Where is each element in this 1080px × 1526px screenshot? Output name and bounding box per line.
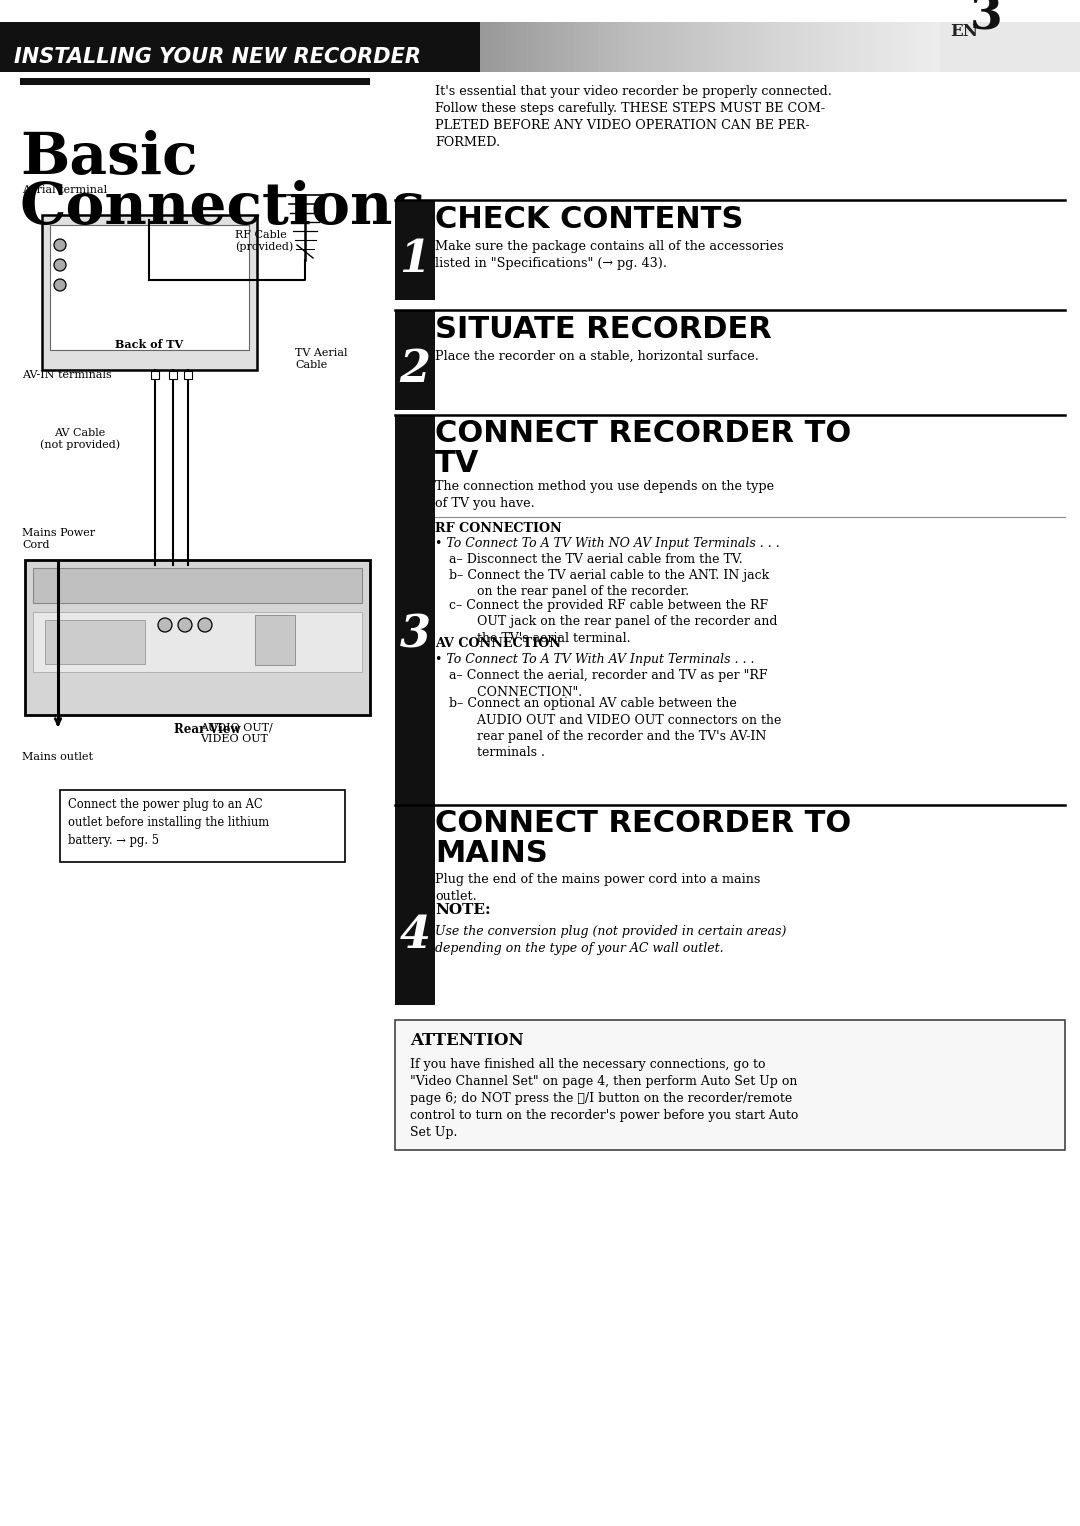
- Bar: [940, 21, 1080, 72]
- Circle shape: [198, 618, 212, 632]
- Text: EN: EN: [950, 23, 977, 40]
- Text: Connections: Connections: [21, 180, 427, 237]
- Text: It's essential that your video recorder be properly connected.
Follow these step: It's essential that your video recorder …: [435, 85, 832, 150]
- Text: AUDIO OUT/
VIDEO OUT: AUDIO OUT/ VIDEO OUT: [200, 722, 273, 745]
- Text: MAINS: MAINS: [435, 839, 548, 868]
- Text: Place the recorder on a stable, horizontal surface.: Place the recorder on a stable, horizont…: [435, 349, 759, 363]
- Bar: [184, 371, 192, 378]
- Text: ATTENTION: ATTENTION: [410, 1032, 524, 1048]
- Text: b– Connect the TV aerial cable to the ANT. IN jack
       on the rear panel of t: b– Connect the TV aerial cable to the AN…: [449, 569, 769, 598]
- Text: Back of TV: Back of TV: [114, 339, 184, 349]
- Bar: [42, 215, 257, 369]
- Circle shape: [54, 259, 66, 272]
- Text: INSTALLING YOUR NEW RECORDER: INSTALLING YOUR NEW RECORDER: [14, 47, 421, 67]
- Text: CHECK CONTENTS: CHECK CONTENTS: [435, 204, 743, 233]
- Bar: [25, 560, 370, 716]
- Bar: [255, 615, 295, 665]
- Circle shape: [158, 618, 172, 632]
- Text: AV-IN terminals: AV-IN terminals: [22, 369, 111, 380]
- Bar: [168, 371, 177, 378]
- Text: CONNECT RECORDER TO: CONNECT RECORDER TO: [435, 809, 851, 838]
- Text: Use the conversion plug (not provided in certain areas)
depending on the type of: Use the conversion plug (not provided in…: [435, 925, 786, 955]
- Bar: [21, 78, 370, 85]
- Circle shape: [54, 279, 66, 291]
- Text: Connect the power plug to an AC
outlet before installing the lithium
battery. → : Connect the power plug to an AC outlet b…: [68, 798, 269, 847]
- Bar: [151, 371, 159, 378]
- Circle shape: [178, 618, 192, 632]
- Bar: [395, 310, 435, 410]
- Text: • To Connect To A TV With AV Input Terminals . . .: • To Connect To A TV With AV Input Termi…: [435, 653, 755, 665]
- Bar: [395, 1019, 1065, 1151]
- Text: Make sure the package contains all of the accessories
listed in "Specifications": Make sure the package contains all of th…: [435, 240, 784, 270]
- Text: c– Connect the provided RF cable between the RF
       OUT jack on the rear pane: c– Connect the provided RF cable between…: [449, 600, 778, 645]
- Bar: [50, 224, 249, 349]
- Text: CONNECT RECORDER TO: CONNECT RECORDER TO: [435, 420, 851, 449]
- Text: 1: 1: [400, 238, 431, 281]
- Text: RF Cable
(provided): RF Cable (provided): [235, 230, 294, 252]
- Text: TV Aerial
Cable: TV Aerial Cable: [295, 348, 348, 369]
- Bar: [395, 806, 435, 1006]
- Text: a– Disconnect the TV aerial cable from the TV.: a– Disconnect the TV aerial cable from t…: [449, 552, 743, 566]
- Text: 4: 4: [400, 914, 431, 957]
- Text: Basic: Basic: [21, 130, 198, 186]
- Text: Plug the end of the mains power cord into a mains
outlet.: Plug the end of the mains power cord int…: [435, 873, 760, 903]
- Text: Mains Power
Cord: Mains Power Cord: [22, 528, 95, 549]
- Text: a– Connect the aerial, recorder and TV as per "RF
       CONNECTION".: a– Connect the aerial, recorder and TV a…: [449, 668, 768, 699]
- Bar: [0, 21, 480, 72]
- Bar: [395, 200, 435, 301]
- Text: NOTE:: NOTE:: [435, 903, 490, 917]
- Text: The connection method you use depends on the type
of TV you have.: The connection method you use depends on…: [435, 481, 774, 510]
- Text: AV Cable
(not provided): AV Cable (not provided): [40, 427, 120, 450]
- Text: b– Connect an optional AV cable between the
       AUDIO OUT and VIDEO OUT conne: b– Connect an optional AV cable between …: [449, 697, 781, 760]
- Text: Rear View: Rear View: [174, 723, 241, 736]
- Bar: [33, 612, 362, 671]
- Text: AV CONNECTION: AV CONNECTION: [435, 636, 561, 650]
- Text: If you have finished all the necessary connections, go to
"Video Channel Set" on: If you have finished all the necessary c…: [410, 1058, 798, 1138]
- Text: Aerial terminal: Aerial terminal: [22, 185, 107, 195]
- Text: SITUATE RECORDER: SITUATE RECORDER: [435, 314, 772, 343]
- Circle shape: [54, 240, 66, 250]
- Text: RF CONNECTION: RF CONNECTION: [435, 522, 562, 536]
- Text: 2: 2: [400, 348, 431, 392]
- Bar: [395, 415, 435, 806]
- Text: 3: 3: [970, 0, 1002, 40]
- Text: TV: TV: [435, 449, 480, 478]
- Text: 3: 3: [400, 613, 431, 656]
- Text: Mains outlet: Mains outlet: [22, 752, 93, 761]
- Bar: [60, 790, 345, 862]
- Text: • To Connect To A TV With NO AV Input Terminals . . .: • To Connect To A TV With NO AV Input Te…: [435, 537, 780, 549]
- Bar: [45, 620, 145, 664]
- Bar: [33, 568, 362, 603]
